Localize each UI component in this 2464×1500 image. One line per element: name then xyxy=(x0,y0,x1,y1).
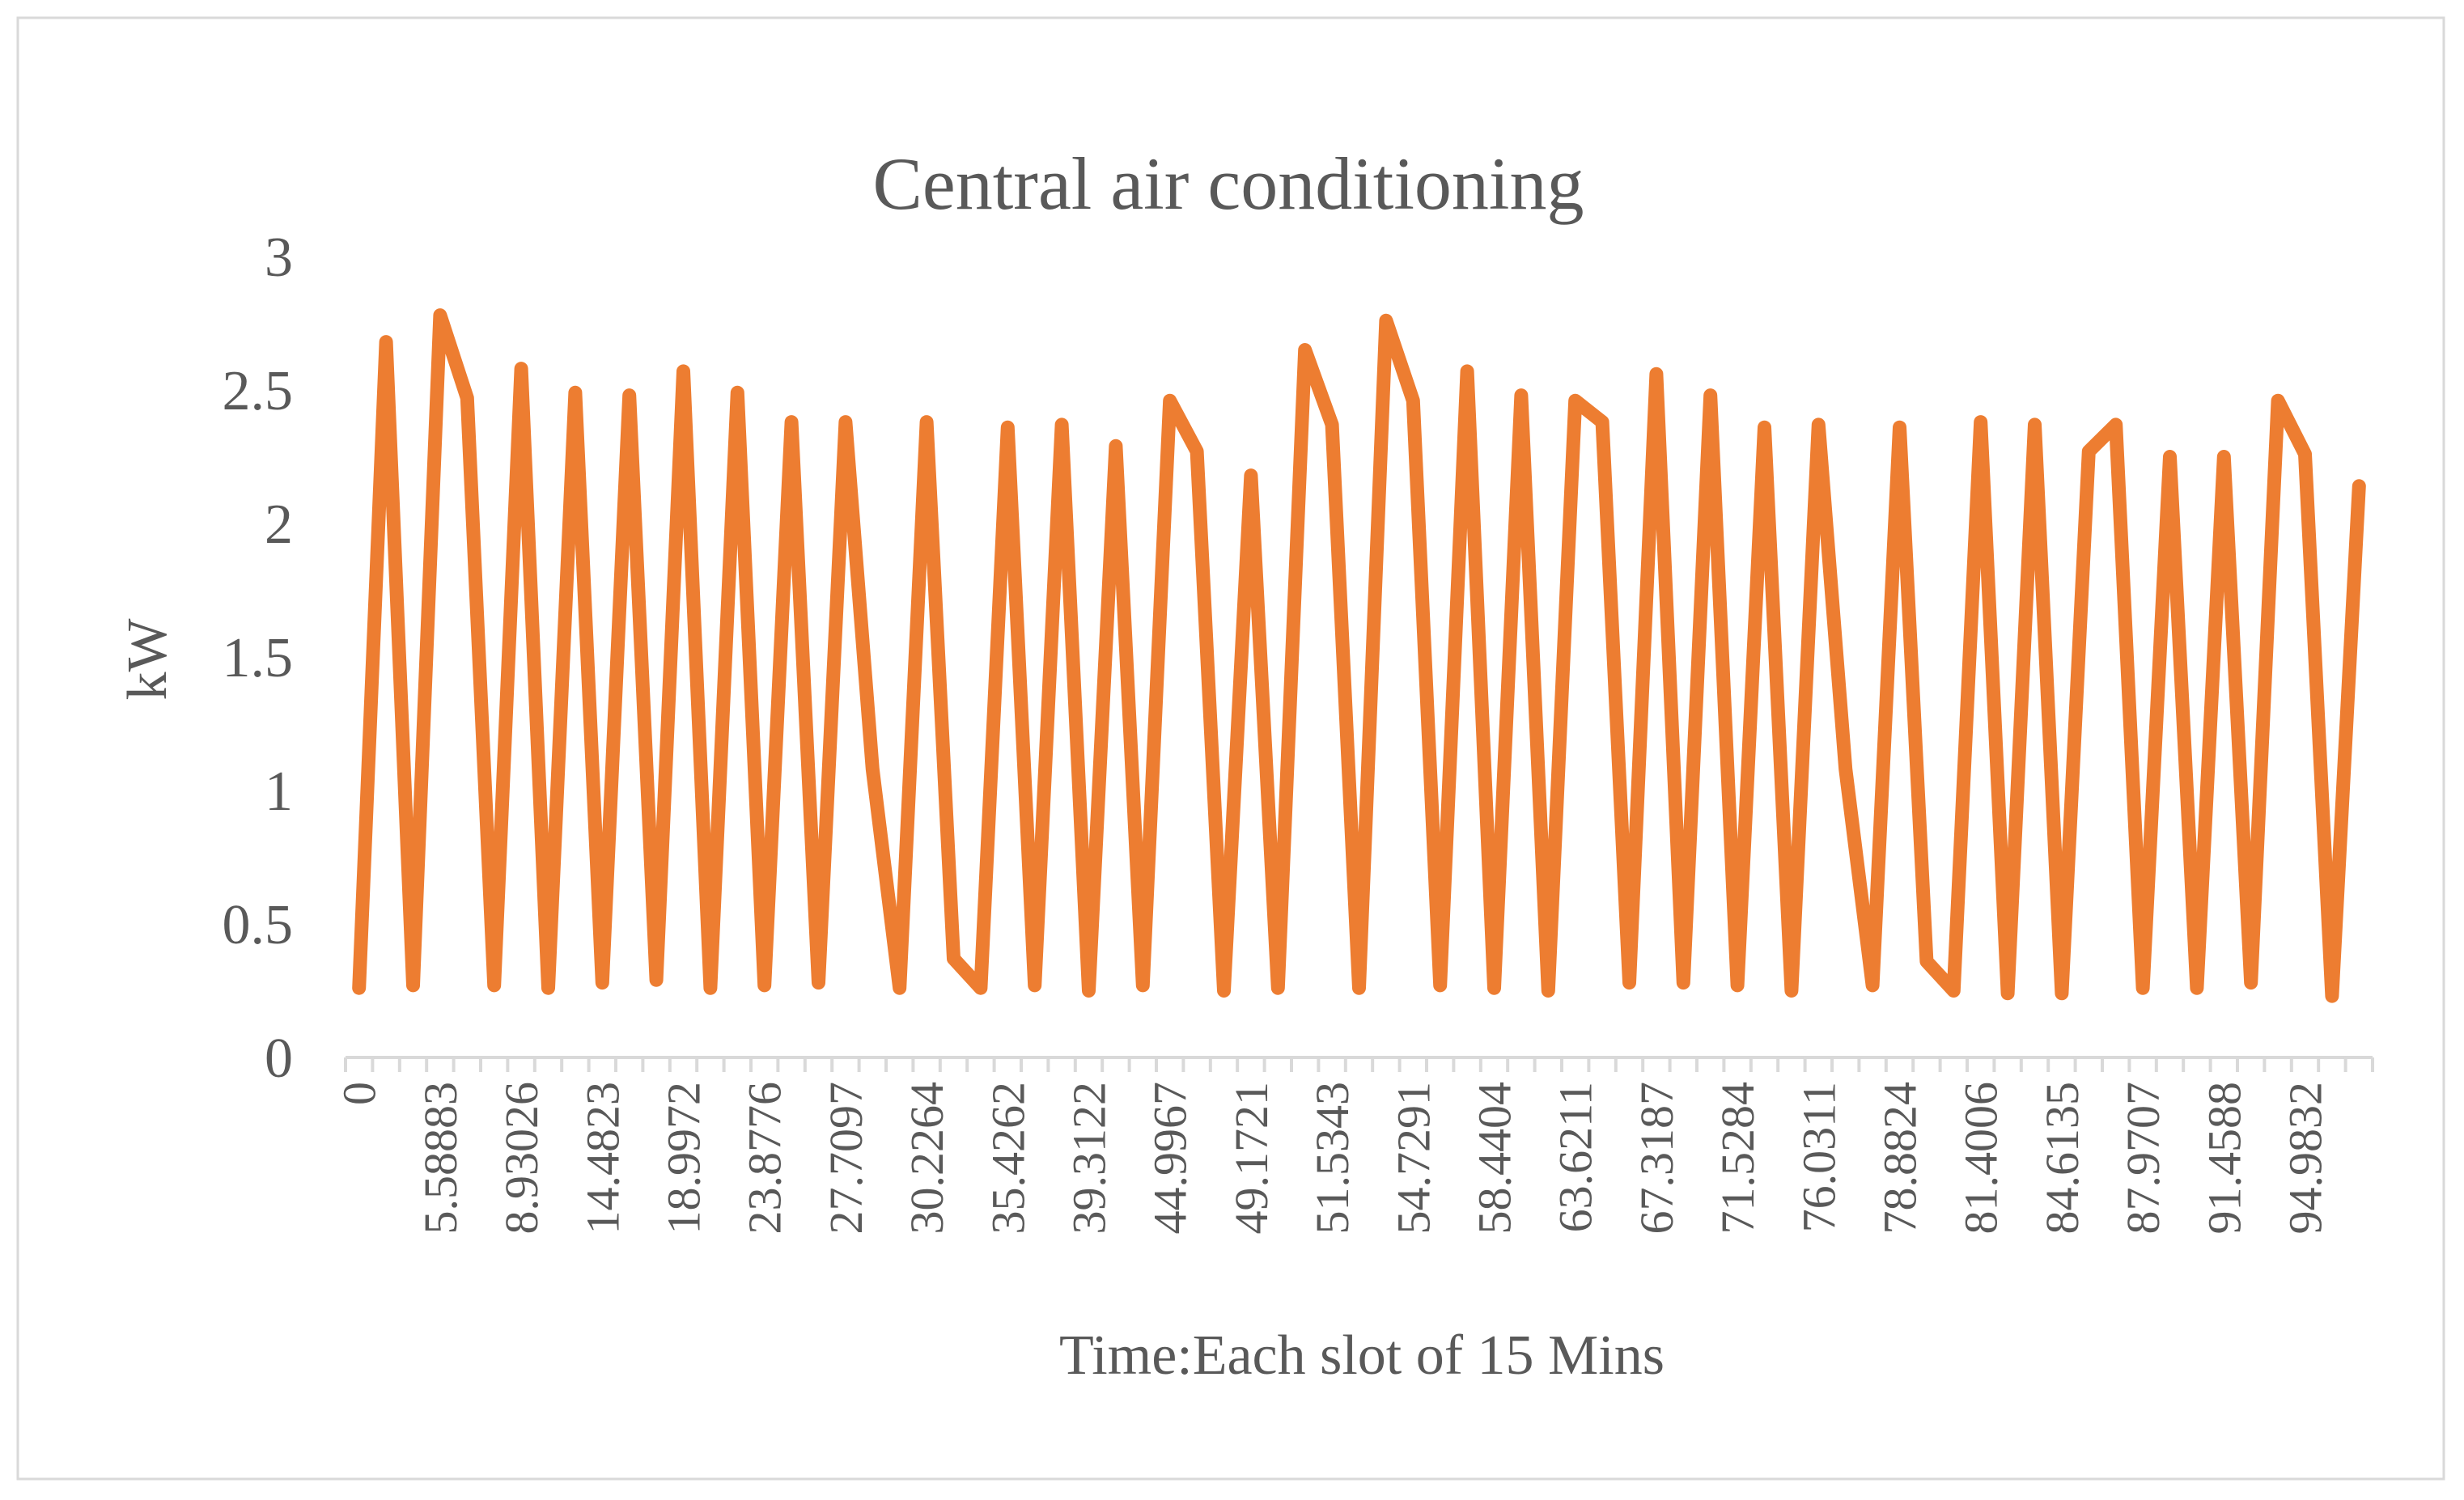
x-tick-label: 27.7097 xyxy=(820,1082,872,1235)
x-tick-label: 71.5284 xyxy=(1711,1082,1764,1235)
x-tick-label: 39.3122 xyxy=(1063,1082,1116,1235)
x-tick-label: 81.4006 xyxy=(1955,1082,2008,1235)
chart-title: Central air conditioning xyxy=(873,142,1584,225)
x-tick-label: 18.9972 xyxy=(658,1082,710,1235)
x-tick-label: 63.6211 xyxy=(1550,1082,1602,1232)
x-tick-label: 8.93026 xyxy=(495,1082,548,1235)
x-tick-label: 87.9707 xyxy=(2117,1082,2169,1235)
x-tick-label: 94.9832 xyxy=(2280,1082,2332,1235)
y-tick-label: 0.5 xyxy=(223,894,294,956)
x-tick-label: 78.8824 xyxy=(1874,1082,1927,1235)
x-tick-label: 49.1721 xyxy=(1225,1082,1278,1235)
y-tick-label: 1 xyxy=(265,761,293,823)
x-tick-label: 5.58883 xyxy=(414,1082,467,1235)
x-tick-label: 14.4823 xyxy=(576,1082,629,1235)
x-tick-label: 51.5343 xyxy=(1306,1082,1359,1235)
x-tick-label: 35.4262 xyxy=(982,1082,1034,1235)
x-tick-label: 84.6135 xyxy=(2036,1082,2089,1235)
x-tick-label: 23.8776 xyxy=(739,1082,791,1235)
x-axis-title: Time:Each slot of 15 Mins xyxy=(1059,1324,1665,1387)
x-tick-label: 76.0311 xyxy=(1792,1082,1845,1232)
x-tick-label: 67.3187 xyxy=(1631,1082,1683,1235)
x-tick-label: 91.4588 xyxy=(2198,1082,2250,1235)
y-tick-label: 3 xyxy=(265,227,293,289)
y-tick-label: 2 xyxy=(265,494,293,556)
x-tick-label: 0 xyxy=(333,1082,386,1105)
x-tick-label: 30.2264 xyxy=(901,1082,953,1235)
y-tick-label: 2.5 xyxy=(223,360,294,422)
y-tick-label: 1.5 xyxy=(223,627,294,689)
x-tick-label: 44.9967 xyxy=(1144,1082,1197,1235)
y-axis-title: kW xyxy=(117,618,179,700)
x-tick-label: 58.4404 xyxy=(1469,1082,1521,1235)
x-tick-label: 54.7291 xyxy=(1387,1082,1440,1235)
y-tick-label: 0 xyxy=(265,1028,293,1090)
